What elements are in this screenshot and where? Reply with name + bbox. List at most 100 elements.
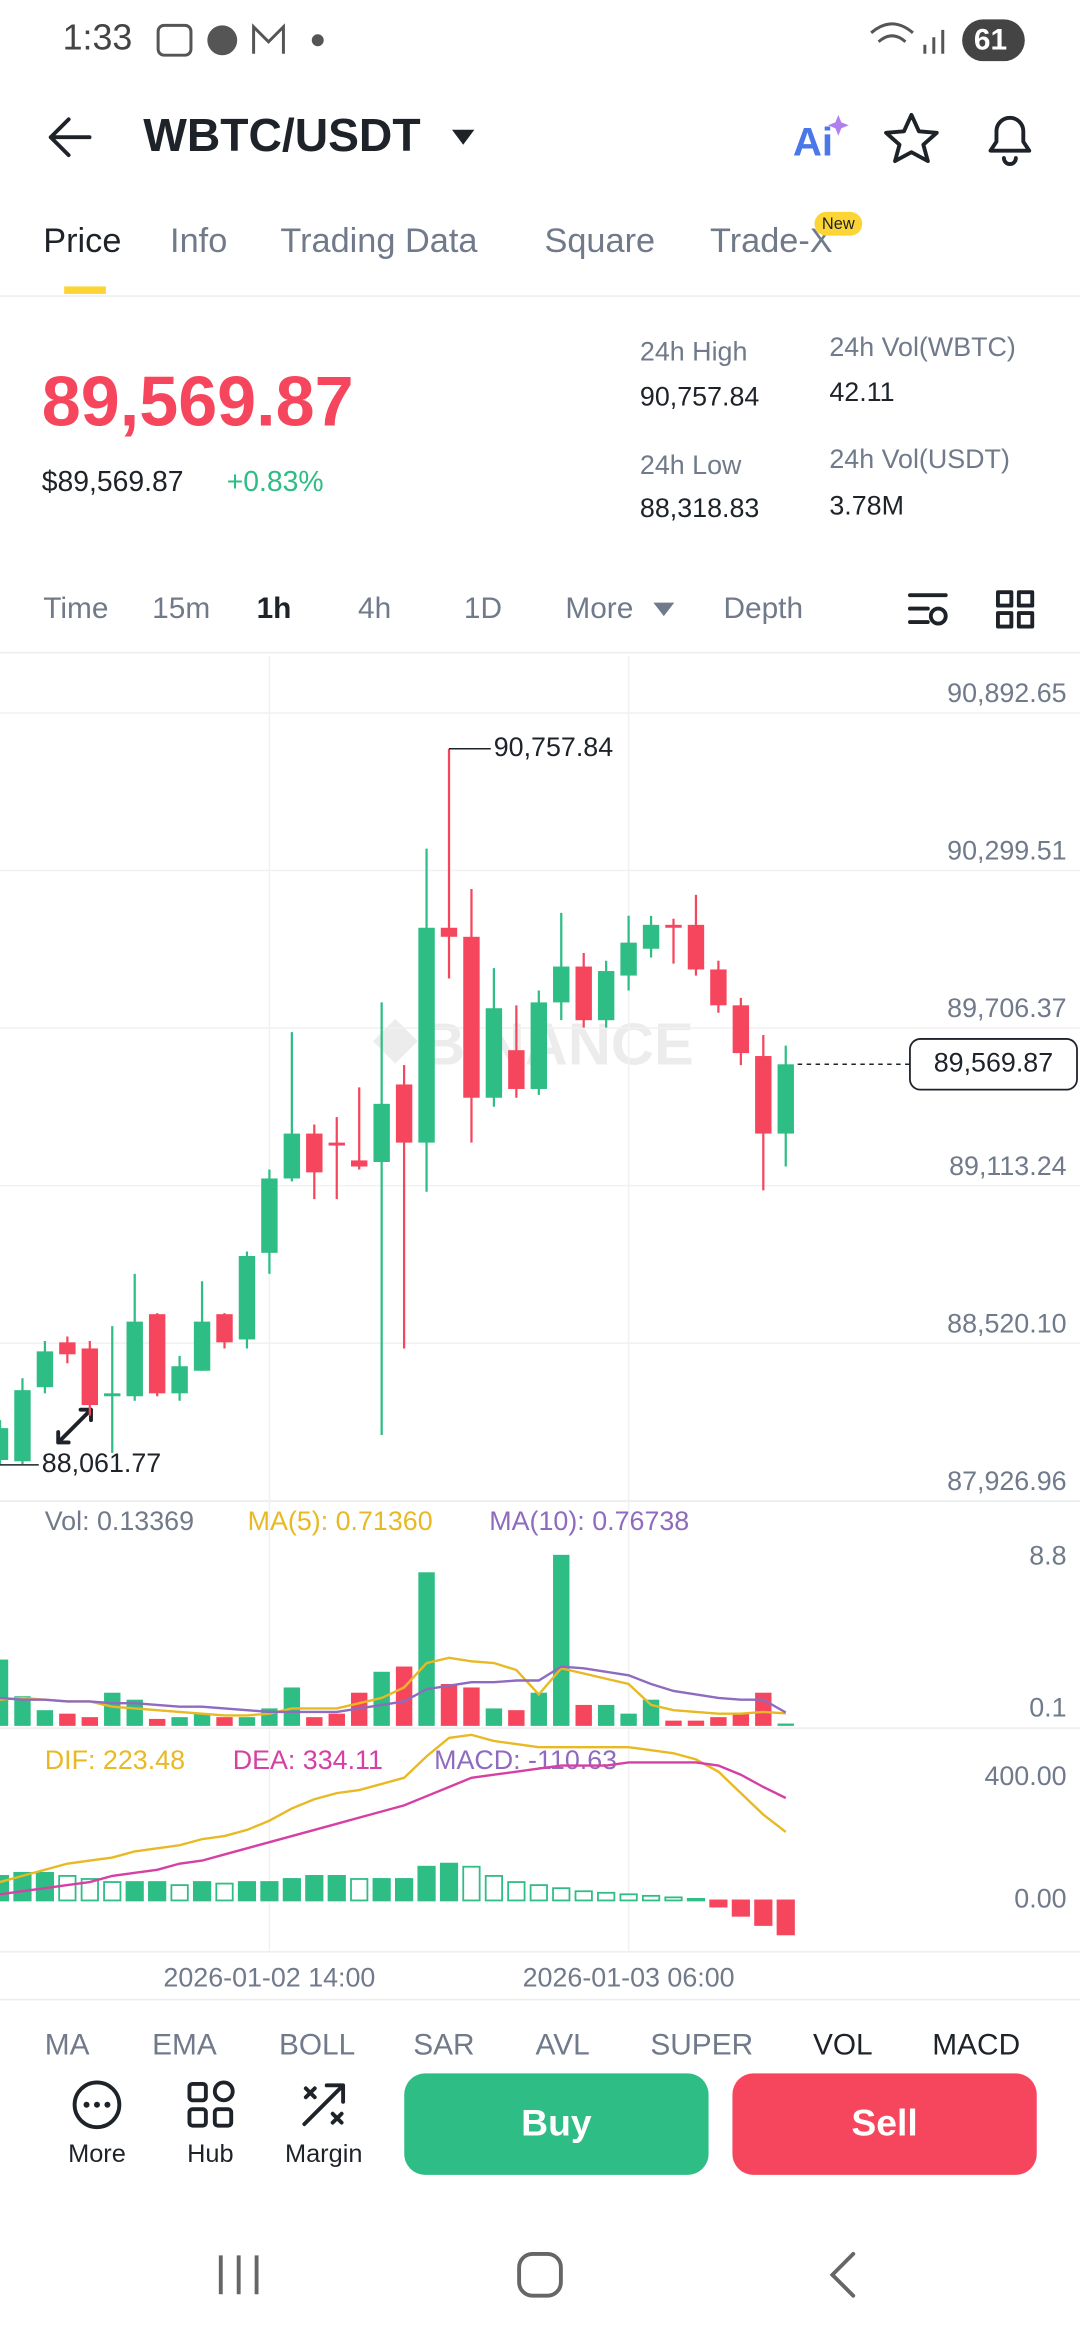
macd-bar [58, 1875, 77, 1902]
volume-bar [14, 1696, 31, 1726]
interval-tab[interactable]: 15m [152, 592, 210, 625]
tab-square[interactable]: Square [544, 222, 655, 260]
interval-tab[interactable]: 1D [464, 592, 502, 625]
candle-body [485, 1008, 503, 1098]
macd-bar [148, 1881, 167, 1902]
nav-home[interactable] [517, 2251, 563, 2298]
volume-bar [687, 1720, 705, 1726]
indicator-tab[interactable]: BOLL [279, 2028, 355, 2061]
tab-trade-x[interactable]: Trade-X [710, 222, 833, 260]
macd-bar [754, 1899, 773, 1926]
volume-bar [283, 1687, 301, 1726]
volume-bar [597, 1704, 615, 1726]
macd-bar [664, 1896, 683, 1902]
candle-body [642, 924, 660, 949]
indicator-line [0, 1665, 787, 1714]
buy-button[interactable] [404, 2073, 709, 2175]
more-action[interactable]: More [68, 2080, 126, 2168]
interval-more[interactable]: More [565, 592, 633, 625]
interval-depth[interactable]: Depth [723, 592, 803, 625]
candle-body [440, 927, 458, 937]
candle-body [14, 1390, 31, 1462]
panel-divider [0, 1727, 1080, 1729]
y-tick-label: 88,520.10 [947, 1308, 1066, 1338]
candle-body [732, 1005, 750, 1054]
tab-info[interactable]: Info [170, 222, 227, 260]
macd-bar [0, 1875, 10, 1902]
back-button[interactable] [48, 117, 92, 158]
volume-bar [508, 1710, 525, 1726]
chart-settings-button[interactable] [907, 593, 948, 626]
macd-bar [13, 1871, 32, 1902]
macd-bar [619, 1893, 638, 1902]
tab-price[interactable]: Price [43, 222, 121, 260]
margin-action[interactable]: Margin [285, 2083, 362, 2168]
nav-recents[interactable] [218, 2255, 259, 2295]
volume-bar [620, 1713, 637, 1726]
more-dropdown [653, 602, 675, 617]
volume-bar [148, 1718, 166, 1726]
volume-bar [553, 1554, 570, 1726]
macd-bar [80, 1878, 99, 1902]
legend-entry: MA(5): 0.71360 [248, 1506, 433, 1536]
interval-tab[interactable]: Time [43, 592, 108, 625]
last-price-label: 89,569.87 [934, 1047, 1053, 1077]
panel-divider [0, 1998, 1080, 2001]
candle-body [351, 1160, 368, 1167]
low-label: 88,061.77 [42, 1448, 161, 1478]
macd-bar [125, 1881, 144, 1902]
candle-body [597, 971, 615, 1021]
macd-bar [372, 1878, 391, 1902]
macd-bar [237, 1881, 257, 1902]
macd-bar [327, 1875, 346, 1902]
indicator-tab[interactable]: AVL [536, 2028, 590, 2061]
macd-bar [170, 1884, 189, 1902]
indicator-tab-active[interactable]: VOL [813, 2028, 873, 2061]
macd-bar [686, 1898, 706, 1902]
price-change: +0.83% [227, 466, 324, 498]
pair-dropdown[interactable] [451, 129, 475, 145]
volume-bar [328, 1713, 345, 1726]
interval-tab[interactable]: 4h [358, 592, 391, 625]
hub-action[interactable]: Hub [187, 2080, 235, 2168]
x-tick-label: 2026-01-03 06:00 [523, 1963, 735, 1993]
candle-body [418, 927, 435, 1143]
volume-bar [463, 1687, 480, 1726]
indicator-tab-active[interactable]: MACD [932, 2028, 1020, 2061]
macd-bar [552, 1887, 571, 1902]
stat-label: 24h High [640, 337, 747, 367]
layout-button[interactable] [996, 590, 1035, 629]
alert-button[interactable] [988, 115, 1032, 167]
macd-bar [103, 1881, 122, 1902]
y-tick-label: 8.8 [1029, 1540, 1066, 1570]
volume-bar [104, 1692, 121, 1726]
nav-back[interactable] [829, 2251, 856, 2298]
stat-label: 24h Vol(WBTC) [829, 332, 1015, 362]
indicator-tab[interactable]: EMA [152, 2028, 217, 2061]
indicator-tab[interactable]: MA [45, 2028, 90, 2061]
legend-entry: DIF: 223.48 [45, 1745, 185, 1775]
candle-body [687, 924, 705, 970]
volume-bar [216, 1717, 233, 1726]
pair-title[interactable]: WBTC/USDT [143, 109, 420, 161]
candle-body [261, 1178, 278, 1253]
indicator-tab[interactable]: SUPER [650, 2028, 753, 2061]
macd-bar [529, 1884, 548, 1902]
volume-bar [665, 1720, 682, 1726]
volume-bar [171, 1717, 188, 1726]
indicator-tab[interactable]: SAR [413, 2028, 474, 2061]
y-tick-label: 0.1 [1029, 1692, 1066, 1722]
interval-tab-active[interactable]: 1h [257, 592, 292, 625]
tab-trading-data[interactable]: Trading Data [280, 222, 478, 260]
macd-bar [305, 1875, 324, 1902]
ai-button[interactable]: Ai [793, 119, 833, 164]
sell-button[interactable] [732, 2073, 1037, 2175]
divider [0, 651, 1080, 654]
candle-body [620, 942, 637, 976]
new-badge [814, 211, 863, 236]
status-icons [156, 22, 945, 57]
favorite-button[interactable] [884, 112, 939, 164]
status-time: 1:33 [63, 18, 133, 58]
